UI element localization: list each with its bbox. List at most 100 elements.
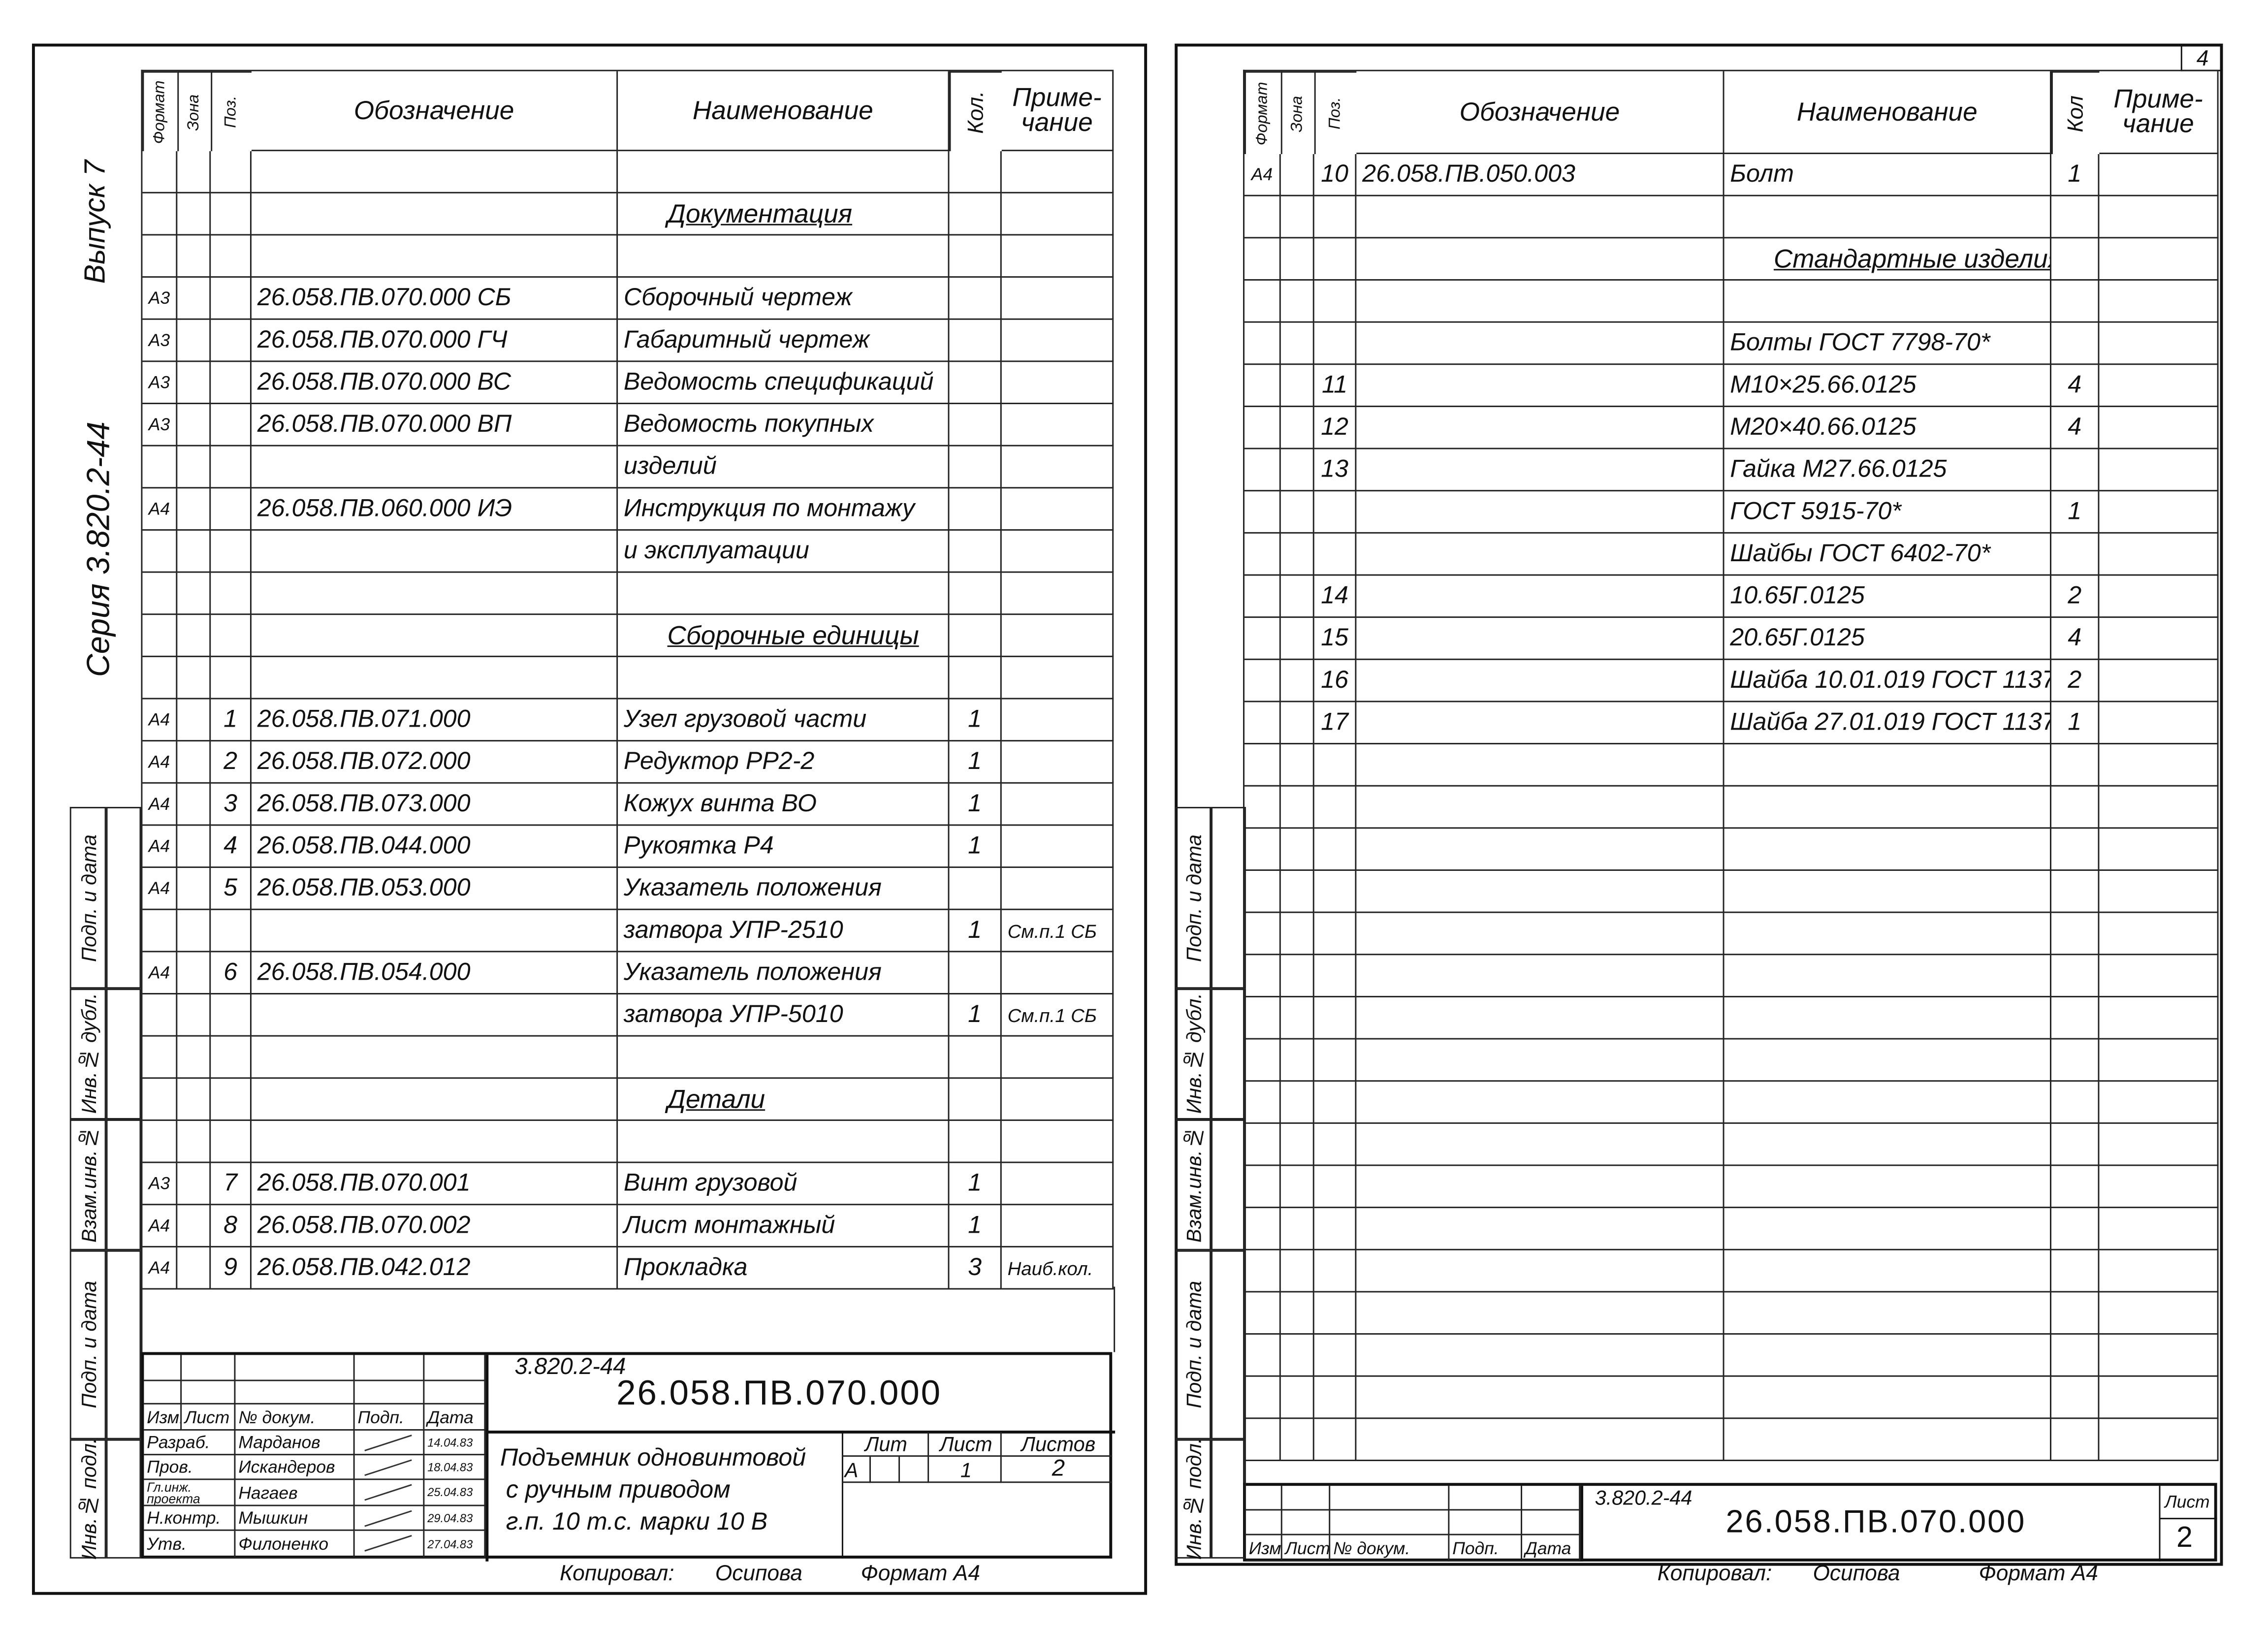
cell-zone [177, 151, 211, 193]
cell-note [2099, 407, 2219, 449]
cell-zone [1280, 829, 1314, 871]
tb-cell [182, 1381, 236, 1405]
cell-name: Лист монтажный [618, 1205, 950, 1247]
stamp-cell-blank [1211, 1119, 1246, 1250]
cell-code [1356, 997, 1725, 1040]
cell-name [1724, 1335, 2051, 1377]
cell-pos [1314, 997, 1357, 1040]
tb-cell [354, 1355, 425, 1381]
cell-note: См.п.1 СБ [1001, 994, 1114, 1037]
tb-doc-code: 26.058.ПВ.070.000 [1725, 1503, 2026, 1540]
cell-zone [177, 488, 211, 531]
cell-note [2099, 870, 2219, 913]
cell-pos: 14 [1314, 575, 1357, 618]
cell-fmt: А4 [142, 783, 178, 826]
tb-title: Подъемник одновинтовой с ручным приводом… [500, 1442, 806, 1538]
cell-pos [1314, 1208, 1357, 1250]
cell-fmt [142, 1036, 178, 1079]
cell-code [1356, 829, 1725, 871]
cell-note [2099, 1292, 2219, 1335]
cell-zone [1280, 870, 1314, 913]
cell-note [2099, 154, 2219, 196]
stamp-cell: Инв.№ подл. [1175, 1438, 1212, 1560]
cell-qty [949, 446, 1002, 489]
tb-col-header: Изм. [144, 1404, 182, 1431]
cell-zone [177, 783, 211, 826]
cell-qty [949, 615, 1002, 657]
cell-fmt [142, 994, 178, 1037]
cell-note [2099, 1208, 2219, 1250]
cell-qty: 1 [949, 1205, 1002, 1247]
cell-name: Винт грузовой [618, 1163, 950, 1206]
header-pos: Поз. [1314, 71, 1357, 155]
cell-pos [211, 151, 252, 193]
cell-code: 26.058.ПВ.073.000 [251, 783, 618, 826]
stamp-label: Подп. и дата [1181, 834, 1205, 962]
tb-cell [1449, 1510, 1523, 1535]
tb-role: Разраб. [144, 1430, 236, 1456]
cell-qty: 1 [2051, 702, 2100, 745]
cell-zone [177, 826, 211, 868]
cell-note [2099, 660, 2219, 703]
cell-zone [1280, 575, 1314, 618]
cell-fmt [1244, 1039, 1281, 1082]
lit-label: Лит [841, 1432, 929, 1457]
tb-person: Филоненко [235, 1531, 355, 1559]
cell-qty: 1 [949, 741, 1002, 784]
tb-col-header: Дата [424, 1404, 486, 1431]
cell-code [1356, 870, 1725, 913]
cell-note [2099, 238, 2219, 281]
cell-qty: 1 [949, 783, 1002, 826]
cell-code [1356, 1292, 1725, 1335]
tb-cell [235, 1381, 355, 1405]
tb-series: 3.820.2-44 [1595, 1486, 1693, 1509]
series-label: Серия 3.820.2-44 [80, 421, 117, 677]
cell-qty: 2 [2051, 660, 2100, 703]
cell-name: Гайка М27.66.0125 [1724, 449, 2051, 492]
cell-fmt [1244, 1250, 1281, 1293]
cell-fmt [1244, 618, 1281, 660]
cell-name [1724, 997, 2051, 1040]
cell-qty [2051, 238, 2100, 281]
tb-cell [1330, 1510, 1450, 1535]
cell-qty: 4 [2051, 365, 2100, 407]
cell-name: Узел грузовой части [618, 699, 950, 742]
stamp-cell-blank [106, 1119, 141, 1250]
signature [364, 1484, 412, 1501]
cell-pos [211, 1120, 252, 1163]
cell-qty [2051, 322, 2100, 365]
cell-pos [1314, 491, 1357, 534]
cell-zone [177, 657, 211, 700]
cell-pos [1314, 955, 1357, 997]
cell-name [1724, 913, 2051, 956]
cell-name: Указатель положения [618, 868, 950, 910]
cell-name: Рукоятка Р4 [618, 826, 950, 868]
cell-pos [211, 193, 252, 236]
cell-pos [211, 910, 252, 953]
header-zone: Зона [177, 71, 211, 152]
header-designation: Обозначение [1356, 71, 1725, 155]
stamp-cell-blank [1211, 1439, 1246, 1559]
cell-note [2099, 829, 2219, 871]
cell-zone [177, 952, 211, 994]
cell-qty [2051, 829, 2100, 871]
cell-pos [211, 1079, 252, 1121]
cell-qty [2051, 955, 2100, 997]
cell-zone [1280, 1123, 1314, 1166]
cell-name: Шайбы ГОСТ 6402-70* [1724, 533, 2051, 576]
cell-code [1356, 1376, 1725, 1419]
cell-pos [211, 1036, 252, 1079]
cell-fmt [1244, 913, 1281, 956]
cell-name [1724, 1292, 2051, 1335]
tb-cell [354, 1430, 425, 1456]
cell-name [618, 657, 950, 700]
tb-cell [424, 1355, 486, 1381]
cell-code: 26.058.ПВ.042.012 [251, 1247, 618, 1290]
cell-zone [177, 868, 211, 910]
lit-cell [870, 1457, 900, 1483]
tb-cell [1282, 1486, 1331, 1511]
cell-zone [1280, 702, 1314, 745]
cell-fmt: А4 [142, 868, 178, 910]
cell-fmt [142, 193, 178, 236]
cell-code [1356, 660, 1725, 703]
